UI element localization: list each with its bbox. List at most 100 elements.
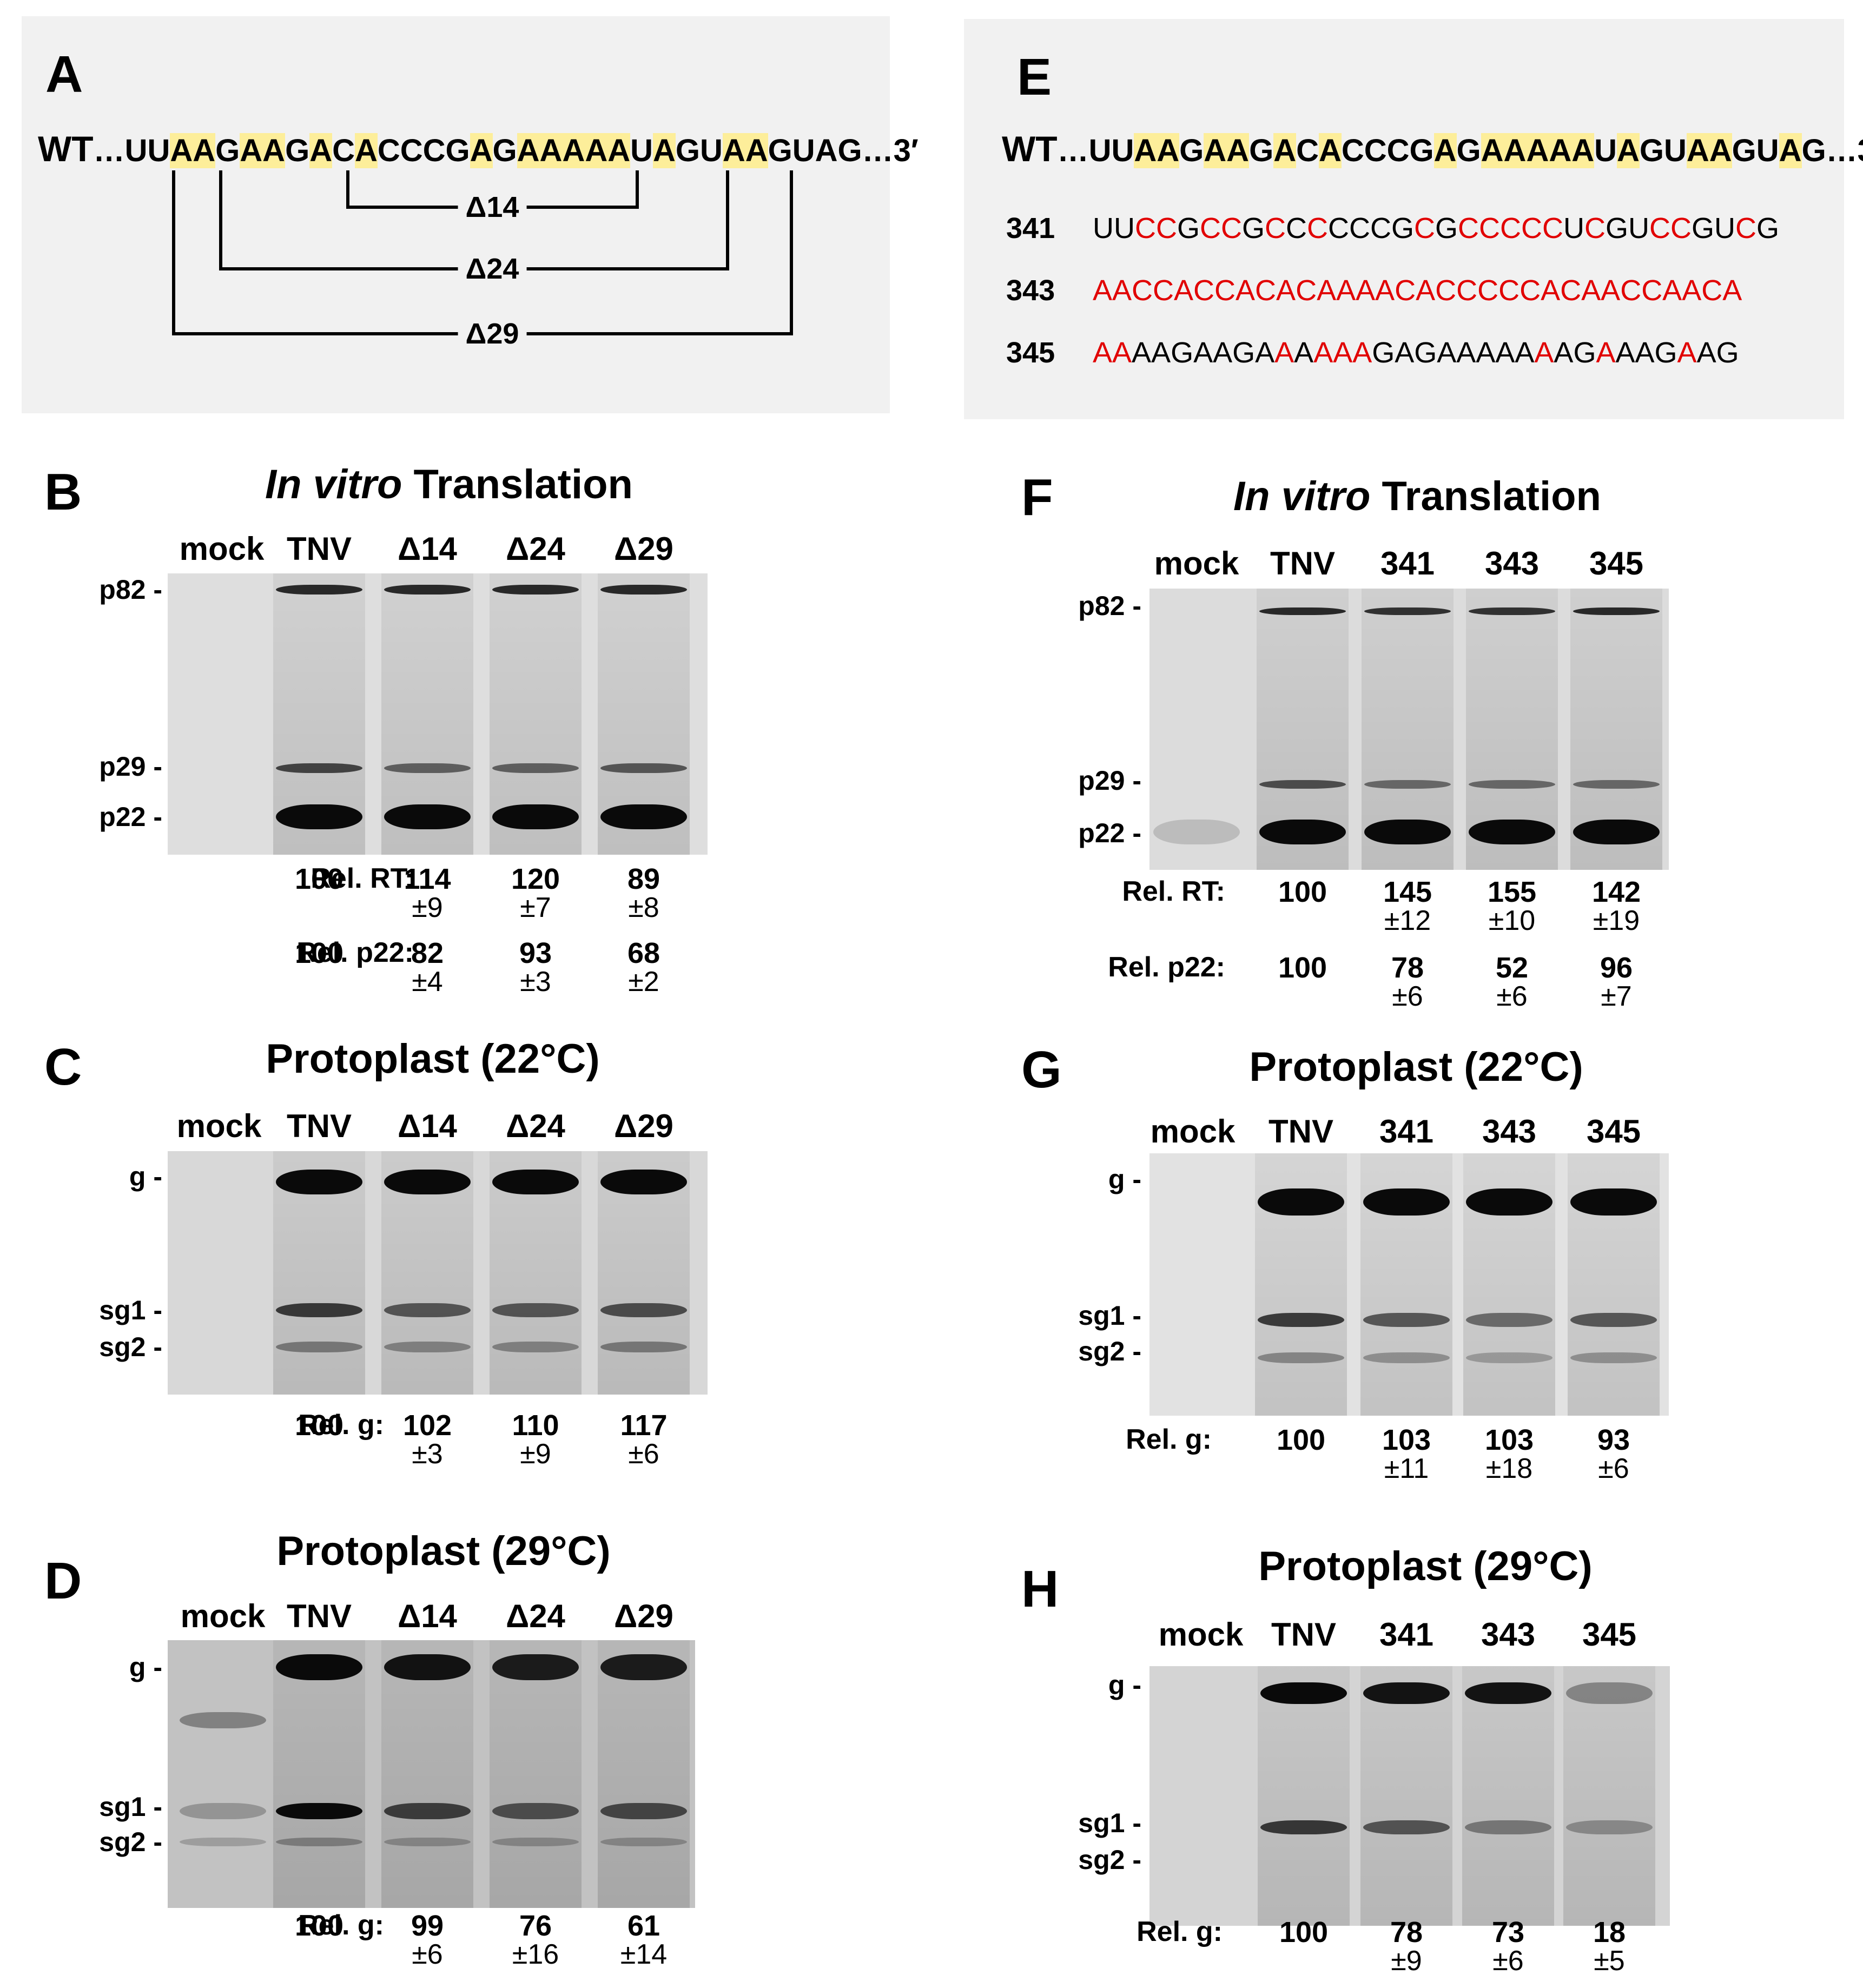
gel-band (276, 763, 362, 773)
gel-band (492, 763, 579, 773)
panel-f-title-italic: In vitro (1233, 473, 1371, 519)
quant-value: 61 (627, 1910, 660, 1942)
nucleotide: G (285, 133, 310, 168)
gel-image (1149, 1666, 1670, 1926)
gel-band (180, 1712, 266, 1728)
gel-band (1260, 1820, 1347, 1834)
nucleotide: A (1294, 336, 1314, 369)
nucleotide: GUAG…3′ (768, 133, 919, 168)
gel-band (1363, 1188, 1450, 1216)
gel-image (1149, 589, 1669, 870)
nucleotide: GU (1606, 212, 1650, 245)
lane-smear (273, 1640, 365, 1908)
panel-h-title: Protoplast (29°C) (1258, 1543, 1593, 1589)
panel-c-title: Protoplast (22°C) (266, 1036, 600, 1082)
panel-f-letter: F (1021, 468, 1053, 526)
nucleotide: G…3′ (1801, 133, 1863, 168)
lane-label-4: Δ29 (614, 1108, 673, 1144)
mutant-row-343: 343 AACCACCACACAAAACACCCCCACAACCAACA (1006, 276, 1742, 305)
gel-band (1364, 607, 1451, 615)
nucleotide: GU (1692, 212, 1736, 245)
quant-value: 100 (1278, 876, 1327, 908)
panel-f-title: In vitro Translation (1233, 476, 1601, 517)
nucleotide: U (630, 133, 653, 168)
lane-smear (598, 1640, 690, 1908)
lane-label-0: mock (176, 1108, 262, 1144)
quant-value: 18 (1593, 1916, 1626, 1949)
nucleotide: G (1242, 212, 1265, 245)
nucleotide: AAG (1615, 336, 1677, 369)
quant-sd: ±10 (1488, 905, 1536, 936)
quant-sd: ±9 (520, 1438, 551, 1470)
mutated-nucleotide: C (1584, 212, 1606, 245)
lane-smear (1258, 1666, 1350, 1926)
panel-e-box (964, 19, 1844, 419)
mutated-nucleotide: CC (1200, 212, 1243, 245)
lane-label-4: Δ29 (614, 531, 673, 567)
nucleotide: G (1435, 212, 1458, 245)
lane-label-0: mock (180, 1598, 266, 1634)
gel-band (1570, 1352, 1657, 1363)
gel-band (1363, 1313, 1450, 1327)
panel-d-letter: D (44, 1552, 82, 1610)
panel-d-title: Protoplast (29°C) (276, 1528, 611, 1574)
quant-sd: ±19 (1593, 905, 1640, 936)
quant-sd: ±3 (520, 966, 551, 998)
quant-value: 52 (1495, 952, 1529, 984)
marker-label-1: p29 - (99, 751, 162, 782)
gel-band (180, 1838, 266, 1846)
quant-value: 120 (511, 863, 560, 895)
quant-value: 96 (1600, 952, 1633, 984)
gel-band (1259, 780, 1346, 789)
gel-band (492, 804, 579, 829)
lane-label-3: 343 (1484, 545, 1540, 582)
mutated-nucleotide: AAA (1313, 336, 1372, 369)
lane-label-2: Δ14 (398, 531, 457, 567)
wt-sequence-e: …UUAAGAAGACACCCGAGAAAAAUAGUAAGUAG…3′ (1058, 133, 1863, 168)
mutated-nucleotide: C (1414, 212, 1436, 245)
marker-label-1: sg1 - (1078, 1808, 1141, 1838)
gel-band (1570, 1313, 1657, 1327)
lane-smear (1563, 1666, 1655, 1926)
gel-band (1469, 607, 1555, 615)
nucleotide: CCCG (1328, 212, 1415, 245)
quant-value: 110 (512, 1409, 559, 1442)
quant-value: 100 (294, 1910, 344, 1942)
quant-sd: ±4 (412, 966, 443, 998)
lane-label-2: 341 (1379, 1113, 1434, 1150)
gel-band (276, 1170, 362, 1194)
lane-label-3: Δ24 (506, 1598, 565, 1634)
lane-smear (1360, 1666, 1452, 1926)
gel-band (384, 585, 471, 595)
highlighted-nucleotide: A (354, 133, 378, 168)
wt-label-e: WT (1002, 129, 1058, 169)
highlighted-nucleotide: A (1617, 133, 1640, 168)
marker-label-0: g - (129, 1161, 162, 1192)
gel-band (276, 804, 362, 829)
mutant-sequence: AAAAGAAGAAAAAAGAGAAAAAAAGAAAGAAG (1093, 336, 1739, 369)
nucleotide: G (1179, 133, 1204, 168)
quant-value: 100 (294, 1409, 344, 1442)
quant-sd: ±7 (520, 892, 551, 923)
nucleotide: …UU (93, 133, 170, 168)
gel-band (600, 1838, 687, 1846)
gel-band (384, 1170, 471, 1194)
nucleotide: G (1249, 133, 1274, 168)
lane-label-2: Δ14 (398, 1108, 457, 1144)
gel-band (492, 1342, 579, 1352)
mutant-row-345: 345 AAAAGAAGAAAAAAGAGAAAAAAAGAAAGAAG (1006, 338, 1739, 367)
panel-a-wt-sequence: WT…UUAAGAAGACACCCGAGAAAAAUAGUAAGUAG…3′ (38, 131, 919, 168)
marker-label-0: g - (129, 1652, 162, 1682)
mutated-nucleotide: AA (1093, 336, 1132, 369)
gel-band (276, 1838, 362, 1846)
nucleotide: AG (1554, 336, 1596, 369)
quant-sd: ±6 (412, 1939, 443, 1970)
panel-b-title: In vitro Translation (265, 464, 633, 505)
mutated-nucleotide: A (1274, 336, 1294, 369)
nucleotide: CCCG (377, 133, 470, 168)
quant-value: 103 (1484, 1424, 1534, 1456)
gel-band (1573, 607, 1660, 615)
quant-value: 142 (1591, 876, 1641, 908)
quant-value: 100 (294, 937, 344, 969)
lane-label-2: 341 (1379, 1616, 1434, 1653)
